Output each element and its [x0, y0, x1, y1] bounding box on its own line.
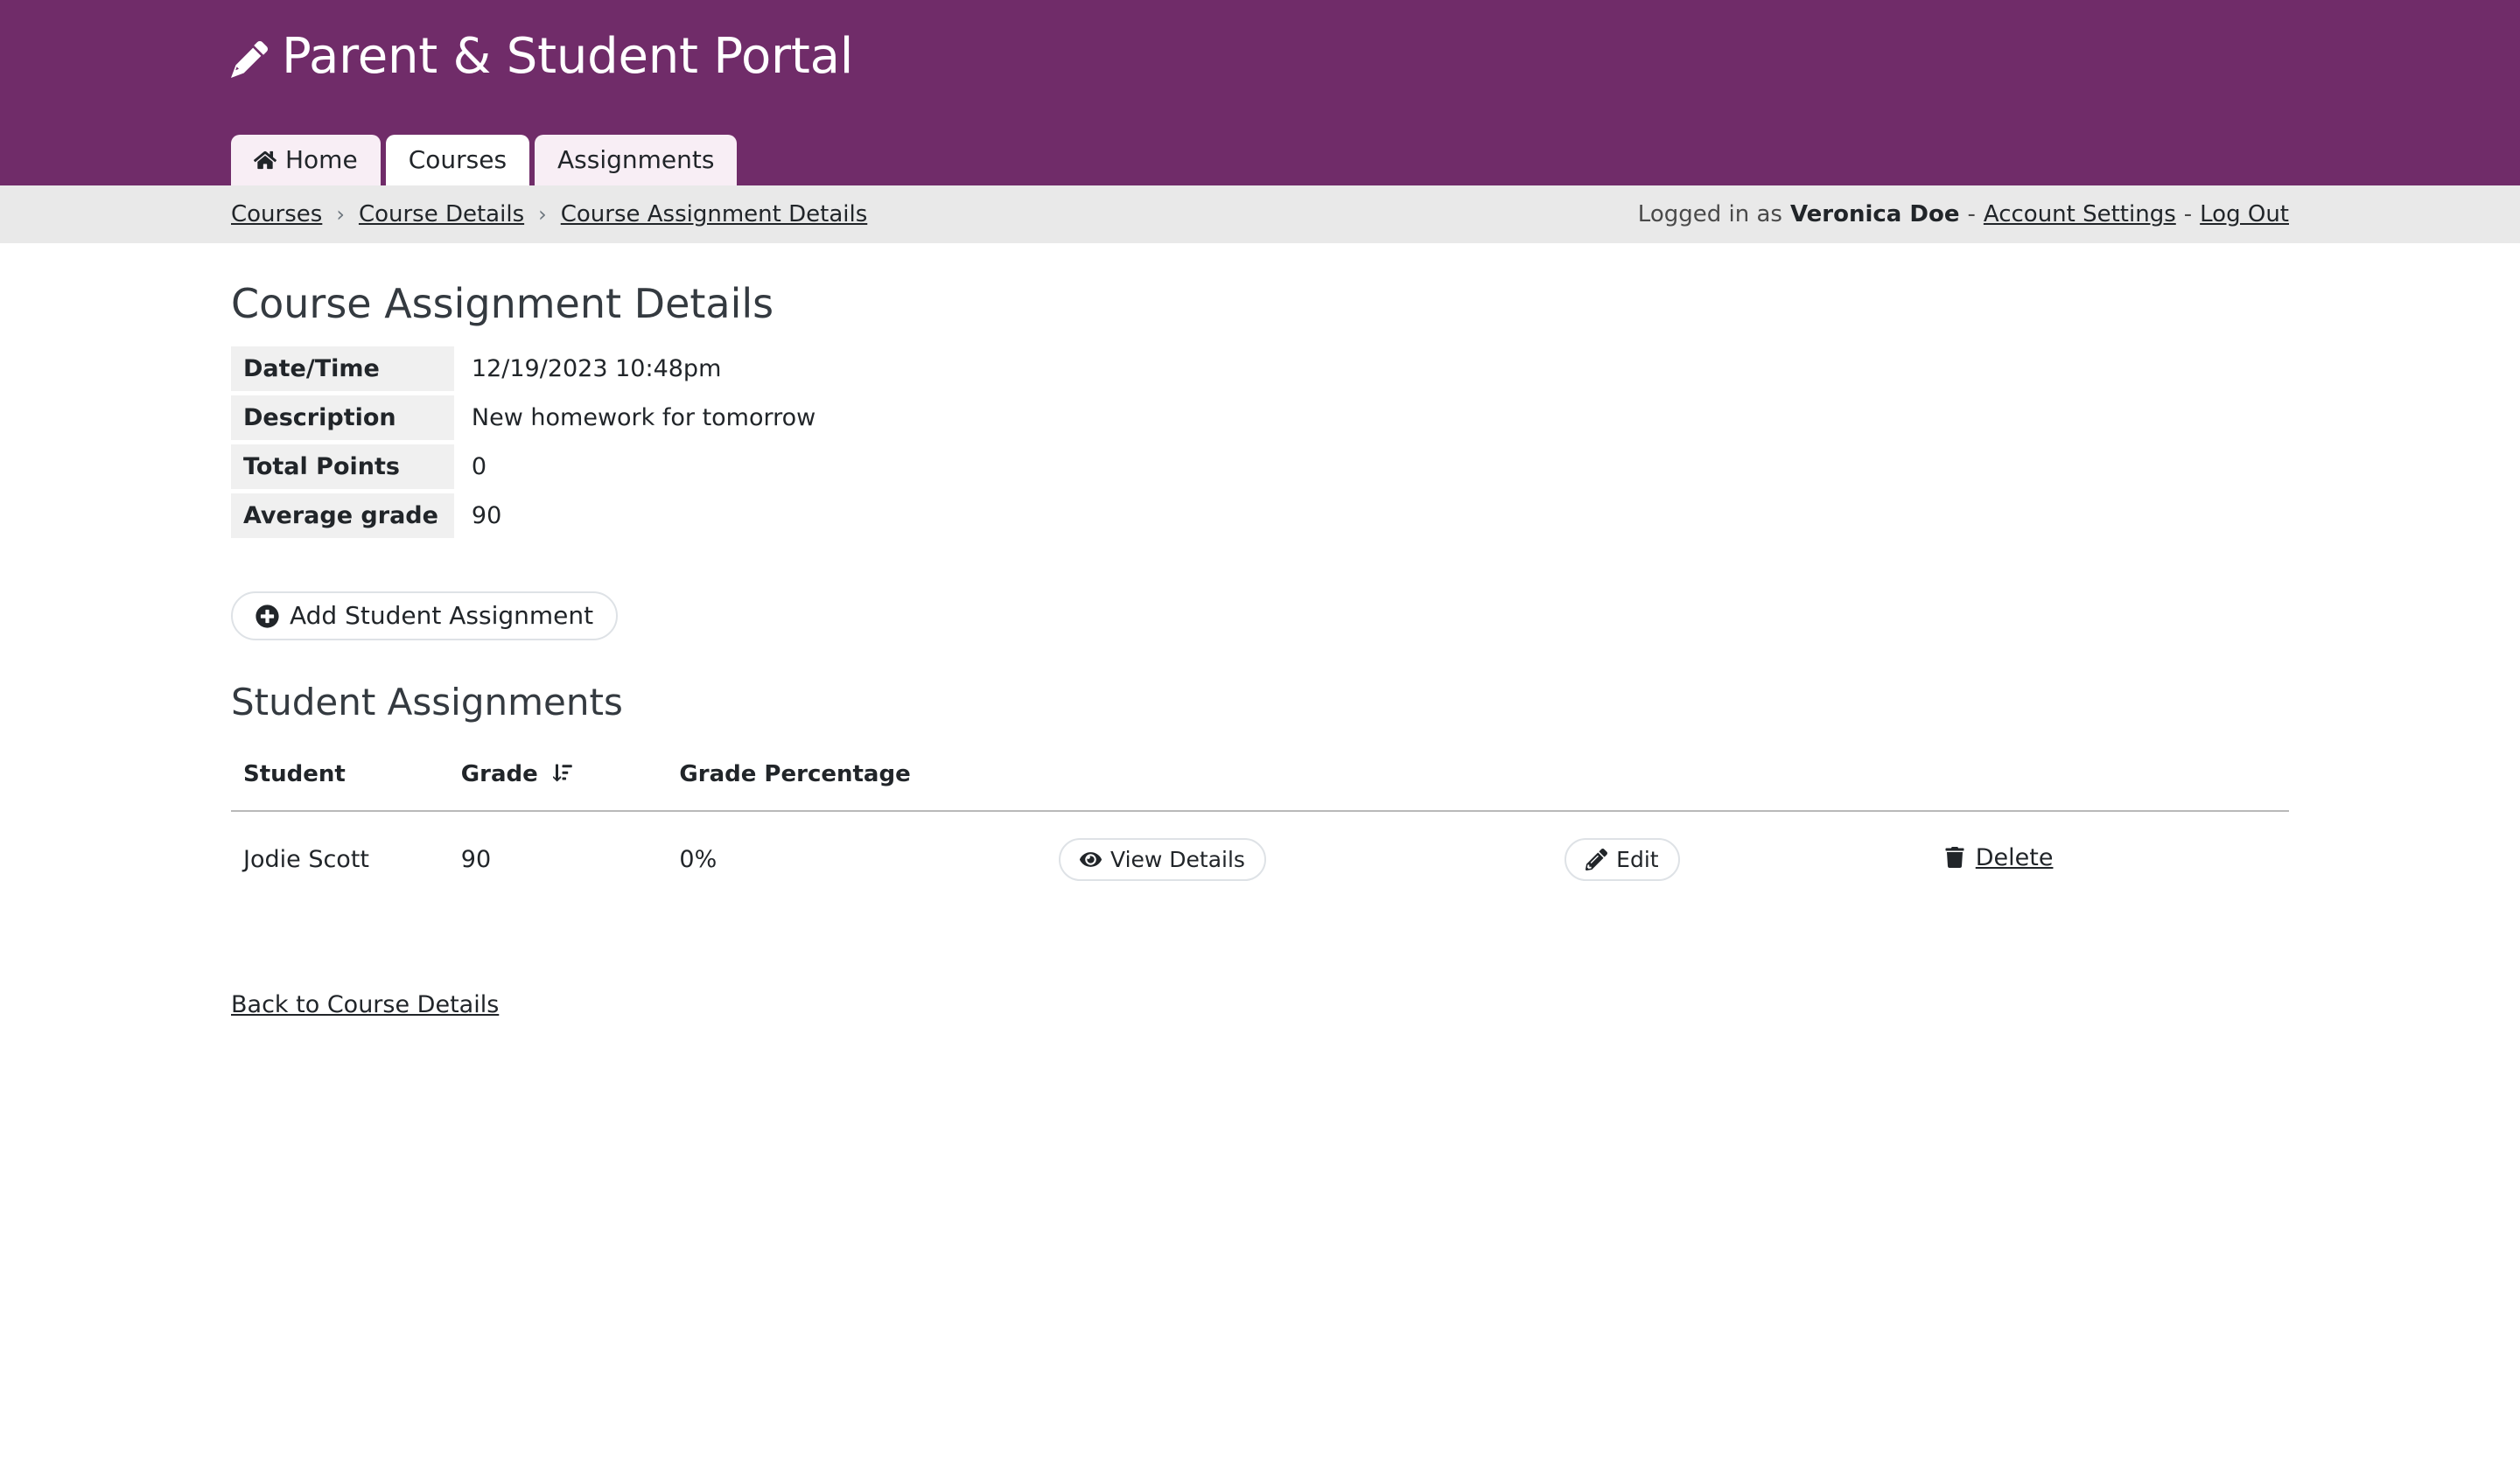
detail-label-description: Description	[231, 395, 454, 441]
table-header-row: Student Grade Grade Percentage	[231, 759, 2289, 812]
trash-icon	[1944, 847, 1965, 869]
main-nav: Home Courses Assignments	[231, 135, 738, 185]
detail-value-total-points: 0	[471, 453, 487, 481]
main-content: Course Assignment Details Date/Time 12/1…	[0, 280, 2520, 1018]
detail-row-average-grade: Average grade 90	[231, 493, 816, 539]
column-header-edit	[1564, 759, 1944, 812]
cell-grade: 90	[460, 845, 492, 873]
detail-value-average-grade: 90	[471, 502, 502, 530]
add-student-assignment-button[interactable]: Add Student Assignment	[231, 591, 619, 641]
cell-student-name: Jodie Scott	[243, 845, 369, 873]
breadcrumb-item-course-assignment-details[interactable]: Course Assignment Details	[560, 201, 868, 227]
breadcrumb-item-courses[interactable]: Courses	[231, 201, 323, 227]
column-header-student-label: Student	[243, 760, 346, 787]
column-header-grade-percentage-label: Grade Percentage	[679, 760, 911, 787]
edit-button[interactable]: Edit	[1564, 837, 1680, 881]
home-icon	[254, 149, 276, 171]
back-to-course-details-link[interactable]: Back to Course Details	[231, 990, 500, 1018]
detail-value-description: New homework for tomorrow	[471, 404, 816, 432]
detail-label-total-points: Total Points	[231, 444, 454, 490]
view-details-button[interactable]: View Details	[1059, 837, 1266, 881]
detail-row-date-time: Date/Time 12/19/2023 10:48pm	[231, 346, 816, 392]
breadcrumb: Courses › Course Details › Course Assign…	[231, 201, 867, 227]
account-settings-link[interactable]: Account Settings	[1983, 201, 2176, 227]
detail-value-date-time: 12/19/2023 10:48pm	[471, 355, 722, 383]
pencil-icon	[231, 40, 268, 78]
add-student-assignment-wrap: Add Student Assignment	[231, 591, 2289, 641]
nav-tab-assignments-label: Assignments	[557, 145, 715, 174]
cell-grade-percentage: 0%	[679, 845, 718, 873]
column-header-grade-percentage[interactable]: Grade Percentage	[679, 759, 1060, 812]
detail-row-total-points: Total Points 0	[231, 444, 816, 490]
breadcrumb-separator: ›	[538, 202, 547, 227]
nav-tab-courses[interactable]: Courses	[385, 135, 530, 185]
nav-tab-assignments[interactable]: Assignments	[535, 135, 738, 185]
logged-in-user-name: Veronica Doe	[1789, 201, 1960, 227]
session-info: Logged in as Veronica Doe - Account Sett…	[1638, 185, 2289, 243]
detail-row-description: Description New homework for tomorrow	[231, 395, 816, 441]
plus-circle-icon	[256, 605, 279, 628]
add-student-assignment-label: Add Student Assignment	[290, 601, 594, 631]
session-separator: -	[1967, 201, 1976, 227]
eye-icon	[1080, 849, 1102, 870]
brand-title: Parent & Student Portal	[282, 28, 854, 85]
column-header-grade-label: Grade	[460, 760, 538, 787]
breadcrumb-item-course-details[interactable]: Course Details	[358, 201, 525, 227]
nav-tab-home-label: Home	[285, 145, 358, 174]
site-header: Parent & Student Portal Home Courses Ass…	[0, 0, 2520, 185]
cell-delete: Delete	[1944, 811, 2289, 907]
view-details-label: View Details	[1110, 846, 1245, 872]
student-assignments-table: Student Grade Grade Percentage	[231, 759, 2289, 907]
logged-in-prefix: Logged in as	[1637, 201, 1782, 227]
nav-tab-courses-label: Courses	[408, 145, 508, 174]
log-out-link[interactable]: Log Out	[2200, 201, 2289, 227]
cell-edit: Edit	[1564, 811, 1944, 907]
assignment-details-table: Date/Time 12/19/2023 10:48pm Description…	[231, 342, 816, 542]
delete-label: Delete	[1975, 843, 2054, 871]
pen-to-square-icon	[1586, 848, 1608, 870]
table-row: Jodie Scott 90 0% View Details	[231, 811, 2289, 907]
session-separator: -	[2183, 201, 2193, 227]
breadcrumb-separator: ›	[336, 202, 345, 227]
cell-view-details: View Details	[1059, 811, 1564, 907]
nav-tab-home[interactable]: Home	[231, 135, 381, 185]
sort-amount-down-icon[interactable]	[552, 763, 574, 784]
detail-label-date-time: Date/Time	[231, 346, 454, 392]
section-title-student-assignments: Student Assignments	[231, 681, 623, 724]
column-header-view	[1059, 759, 1565, 812]
breadcrumb-bar: Courses › Course Details › Course Assign…	[0, 185, 2520, 243]
column-header-student[interactable]: Student	[231, 759, 461, 812]
page-title: Course Assignment Details	[231, 280, 774, 327]
detail-label-average-grade: Average grade	[231, 493, 454, 539]
edit-label: Edit	[1616, 846, 1659, 872]
column-header-delete	[1943, 759, 2289, 812]
delete-link[interactable]: Delete	[1944, 843, 2054, 871]
brand: Parent & Student Portal	[231, 28, 853, 85]
column-header-grade[interactable]: Grade	[460, 759, 680, 812]
